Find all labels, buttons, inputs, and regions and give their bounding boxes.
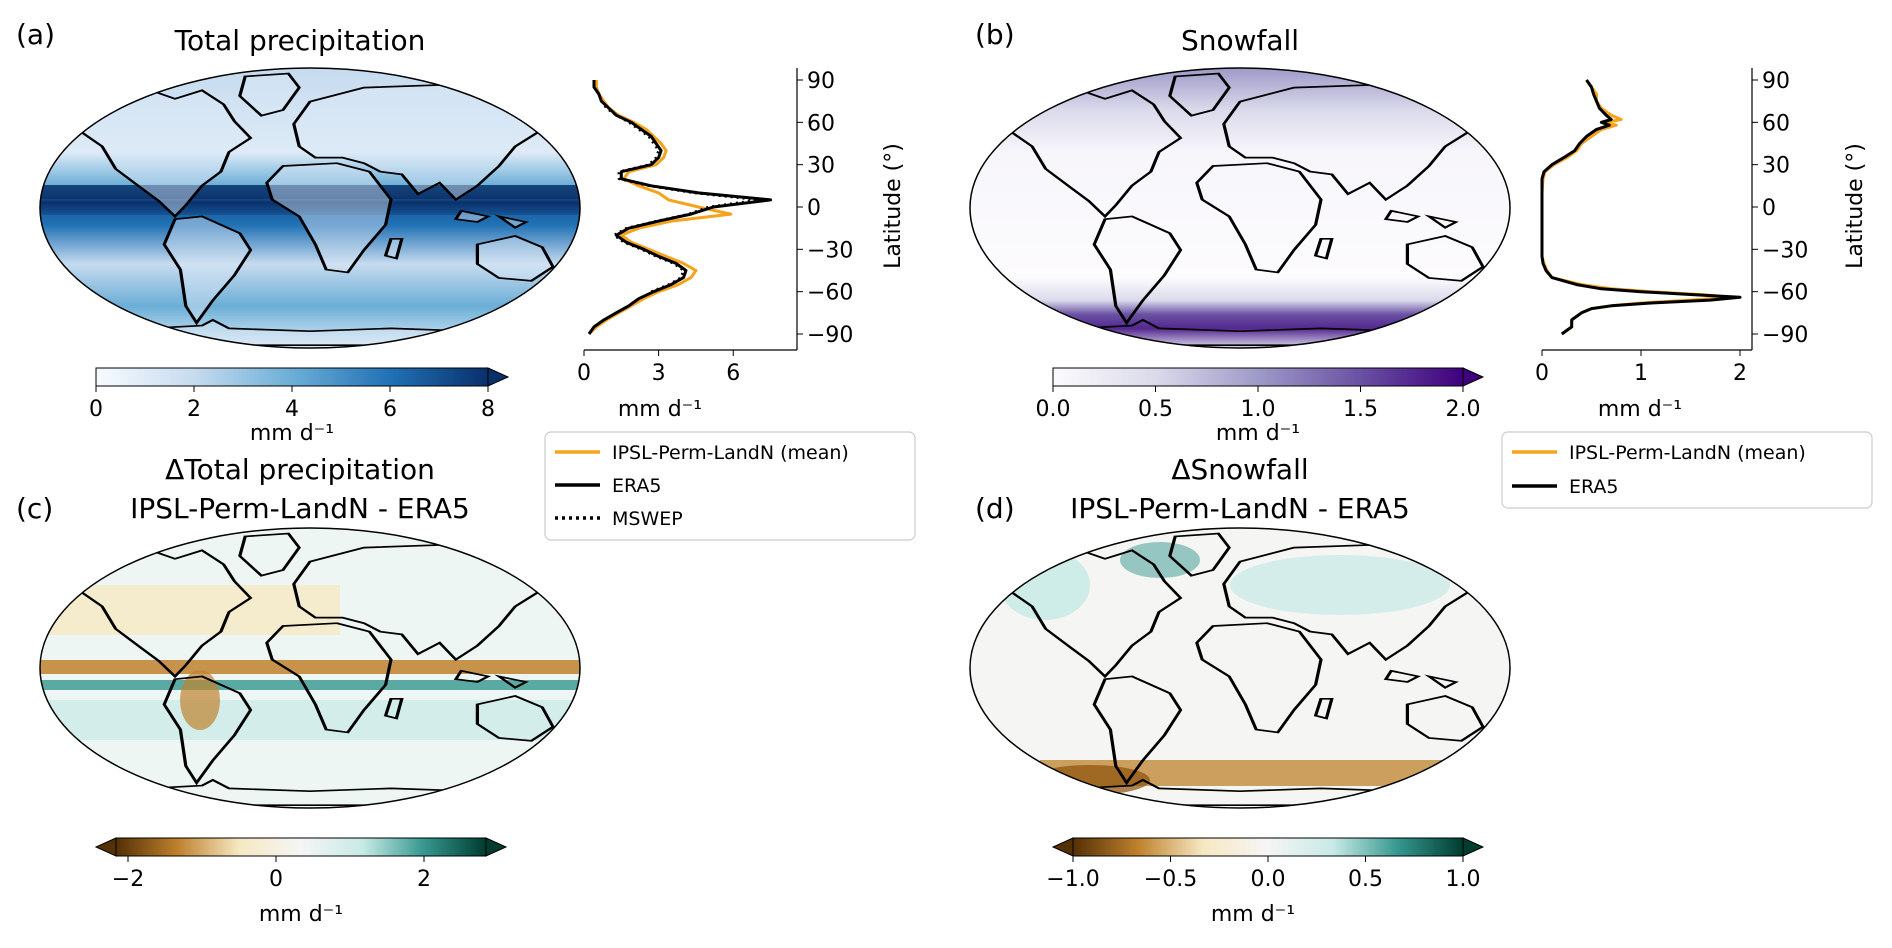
panel-c-title: ΔTotal precipitation [165,453,435,486]
y-tick-label: 0 [807,196,821,221]
series-line-era5 [587,80,773,335]
colorbar-tick-label: 1.5 [1343,397,1378,422]
panel-d-title: ΔSnowfall [1171,453,1308,486]
map-b-frame [969,67,1511,349]
zonal-mean-snowfall-chart: mm d⁻¹ Latitude (°) 0 1 2 90 60 30 0 −30 −60 −90 [1535,68,1868,422]
panel-d-label: (d) [975,492,1015,525]
colorbar-tick-label: 1.0 [1241,397,1276,422]
y-tick-label: −60 [807,281,853,306]
panel-c-label: (c) [16,492,53,525]
line-b-xlabel: mm d⁻¹ [1598,397,1682,422]
map-snowfall [969,67,1511,349]
x-tick-label: 2 [1733,361,1747,386]
colorbar-b-unit: mm d⁻¹ [1216,421,1300,446]
map-total-precipitation [39,67,581,349]
series-line-mswep [597,93,760,293]
colorbar-tick-label: 2 [187,397,201,422]
colorbar-c-unit: mm d⁻¹ [259,902,343,927]
colorbar-tick-label: 2.0 [1446,397,1481,422]
panel-a-title: Total precipitation [174,24,426,57]
x-tick-label: 0 [577,361,591,386]
legend-b-item-model: IPSL-Perm-LandN (mean) [1569,442,1806,464]
line-a-xlabel: mm d⁻¹ [618,397,702,422]
map-b-field [970,68,1510,348]
colorbar-tick-label: 0.5 [1138,397,1173,422]
colorbar-c: −2 0 2 mm d⁻¹ [94,837,508,927]
series-line-era5 [1540,79,1742,336]
x-tick-label: 6 [726,361,740,386]
colorbar-a: 0 2 4 6 8 mm d⁻¹ [89,367,510,446]
colorbar-tick-label: 0 [89,397,103,422]
legend-a: IPSL-Perm-LandN (mean) ERA5 MSWEP [544,431,916,541]
colorbar-tick-label: −1.0 [1046,867,1099,892]
colorbar-tick-label: 0.0 [1036,397,1071,422]
colorbar-b: 0.0 0.5 1.0 1.5 2.0 mm d⁻¹ [1036,367,1485,446]
panel-b-title: Snowfall [1181,24,1299,57]
zonal-mean-precipitation-chart: mm d⁻¹ Latitude (°) 0 3 6 90 60 30 0 −30 −60 −90 [577,68,906,422]
panel-d-subtitle: IPSL-Perm-LandN - ERA5 [1070,492,1410,525]
panel-a-label: (a) [16,18,55,51]
colorbar-tick-label: −2 [112,867,144,892]
line-a-ylabel: Latitude (°) [881,143,906,269]
colorbar-tick-label: 4 [285,397,299,422]
colorbar-tick-label: 0.0 [1251,867,1286,892]
colorbar-tick-label: 6 [383,397,397,422]
x-tick-label: 0 [1535,361,1549,386]
map-delta-snowfall [969,527,1511,809]
panel-c-subtitle: IPSL-Perm-LandN - ERA5 [130,492,470,525]
y-tick-label: 30 [1762,154,1790,179]
y-tick-label: −60 [1762,281,1808,306]
colorbar-tick-label: 2 [417,867,431,892]
legend-a-item-era5: ERA5 [612,475,662,497]
y-tick-label: −30 [1762,238,1808,263]
legend-b: IPSL-Perm-LandN (mean) ERA5 [1501,431,1873,509]
colorbar-a-unit: mm d⁻¹ [250,421,334,446]
map-c-frame [39,527,581,809]
colorbar-d-unit: mm d⁻¹ [1211,902,1295,927]
y-tick-label: 30 [807,154,835,179]
x-tick-label: 1 [1634,361,1648,386]
map-delta-total-precipitation [39,527,581,809]
map-a-frame [39,67,581,349]
y-tick-label: 90 [1762,69,1790,94]
legend-b-item-era5: ERA5 [1569,476,1619,498]
map-d-frame [969,527,1511,809]
legend-a-item-model: IPSL-Perm-LandN (mean) [612,442,849,464]
legend-a-item-mswep: MSWEP [612,508,683,530]
colorbar-tick-label: 1.0 [1446,867,1481,892]
colorbar-tick-label: 8 [481,397,495,422]
line-b-ylabel: Latitude (°) [1843,143,1868,269]
y-tick-label: −30 [807,238,853,263]
y-tick-label: −90 [807,323,853,348]
y-tick-label: 90 [807,69,835,94]
colorbar-tick-label: 0.5 [1348,867,1383,892]
y-tick-label: 0 [1762,196,1776,221]
y-tick-label: 60 [1762,111,1790,136]
colorbar-d: −1.0 −0.5 0.0 0.5 1.0 mm d⁻¹ [1046,837,1485,927]
y-tick-label: −90 [1762,323,1808,348]
colorbar-tick-label: 0 [269,867,283,892]
colorbar-tick-label: −0.5 [1144,867,1197,892]
x-tick-label: 3 [652,361,666,386]
panel-b-label: (b) [975,18,1015,51]
y-tick-label: 60 [807,111,835,136]
